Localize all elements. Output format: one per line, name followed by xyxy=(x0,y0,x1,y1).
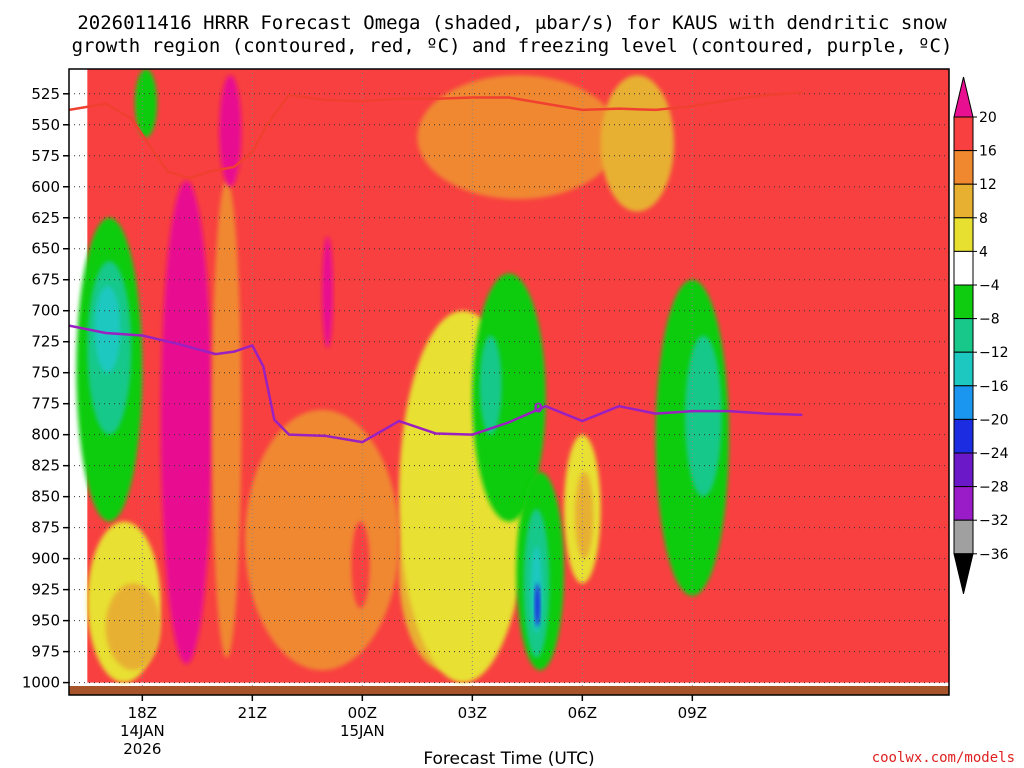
colorbar-label-1: 16 xyxy=(979,144,997,160)
omega-region-14 xyxy=(600,75,674,212)
colorbar-label-8: −16 xyxy=(979,379,1009,395)
colorbar-box-10 xyxy=(953,452,974,488)
ytick-label-600: 600 xyxy=(31,178,60,196)
omega-region-7 xyxy=(322,236,333,348)
ytick-label-575: 575 xyxy=(31,147,60,165)
omega-region-19 xyxy=(94,285,121,373)
contour-line-1 xyxy=(69,324,803,444)
ytick-label-675: 675 xyxy=(31,271,60,289)
omega-region-16 xyxy=(575,471,594,559)
x-axis-label: Forecast Time (UTC) xyxy=(423,749,594,768)
omega-region-28 xyxy=(685,335,722,497)
colorbar-box-6 xyxy=(953,318,974,353)
ytick-label-975: 975 xyxy=(31,643,60,661)
xtick-label-21Z: 21Z xyxy=(238,704,267,722)
ytick-label-925: 925 xyxy=(31,581,60,599)
colorbar-box-11 xyxy=(953,486,974,521)
colorbar-box-12 xyxy=(953,519,974,555)
omega-region-9 xyxy=(351,521,370,609)
y-axis: 525 550 575 600 625 650 675 700 725 750 775 800 825 8… xyxy=(22,85,69,692)
xtick-label-09Z: 09Z xyxy=(678,704,707,722)
freezing-level-label: 0 xyxy=(534,401,543,416)
ytick-label-550: 550 xyxy=(31,116,60,134)
ytick-label-950: 950 xyxy=(31,612,60,630)
omega-region-5 xyxy=(219,75,242,187)
credit-text: coolwx.com/models xyxy=(872,750,1015,766)
chart-title-line2: growth region (contoured, red, ºC) and f… xyxy=(72,35,953,57)
omega-region-13 xyxy=(417,75,619,200)
colorbar-label-9: −20 xyxy=(979,412,1009,428)
colorbar-label-0: 20 xyxy=(979,110,997,126)
colorbar-box-5 xyxy=(953,284,974,320)
colorbar-label-11: −28 xyxy=(979,480,1009,496)
colorbar-label-5: −4 xyxy=(979,278,1000,294)
xtick-label-06Z: 06Z xyxy=(568,704,597,722)
colorbar-box-3 xyxy=(953,217,974,252)
colorbar-box-2 xyxy=(953,183,974,219)
omega-region-22 xyxy=(479,335,502,435)
colorbar-label-4: 4 xyxy=(979,244,988,260)
ytick-label-750: 750 xyxy=(31,364,60,382)
colorbar-label-10: −24 xyxy=(979,446,1009,462)
omega-shading xyxy=(76,69,949,683)
ytick-label-700: 700 xyxy=(31,302,60,320)
ytick-label-800: 800 xyxy=(31,426,60,444)
ytick-label-725: 725 xyxy=(31,333,60,351)
chart-title-line1: 2026011416 HRRR Forecast Omega (shaded, … xyxy=(77,12,947,34)
ytick-label-525: 525 xyxy=(31,85,60,103)
contour-lines: 0 xyxy=(69,91,803,444)
colorbar-box-8 xyxy=(953,385,974,420)
omega-region-6 xyxy=(252,112,333,435)
xtick-label-03Z: 03Z xyxy=(458,704,487,722)
plot-frame xyxy=(68,68,950,696)
colorbar-legend: 20 16 12 8 4 −4 −8 −12 −16 −20 −24 −28 −32 −36 xyxy=(953,76,1009,594)
xtick-date-18Z: 14JAN xyxy=(120,722,165,740)
ytick-label-850: 850 xyxy=(31,488,60,506)
colorbar-box-1 xyxy=(953,150,974,185)
colorbar-label-6: −8 xyxy=(979,312,1000,328)
ytick-label-1000: 1000 xyxy=(22,674,60,692)
colorbar-label-7: −12 xyxy=(979,345,1009,361)
colorbar-top-arrow xyxy=(953,76,974,118)
colorbar-box-4 xyxy=(953,250,974,286)
xtick-year-18Z: 2026 xyxy=(123,740,161,758)
xtick-label-00Z: 00Z xyxy=(348,704,377,722)
colorbar-label-12: −32 xyxy=(979,513,1009,529)
xtick-date-00Z: 15JAN xyxy=(340,722,385,740)
colorbar-label-13: −36 xyxy=(979,547,1009,563)
colorbar-box-9 xyxy=(953,418,974,454)
omega-region-3 xyxy=(160,180,212,665)
ytick-label-625: 625 xyxy=(31,209,60,227)
ytick-label-775: 775 xyxy=(31,395,60,413)
ytick-label-825: 825 xyxy=(31,457,60,475)
colorbar-bottom-arrow xyxy=(953,553,974,594)
omega-region-26 xyxy=(534,583,541,627)
colorbar-label-2: 12 xyxy=(979,177,997,193)
omega-region-20 xyxy=(135,69,157,138)
colorbar-label-3: 8 xyxy=(979,211,988,227)
omega-region-4 xyxy=(212,180,242,658)
colorbar-box-7 xyxy=(953,351,974,387)
grid-lines xyxy=(69,69,949,695)
omega-region-2 xyxy=(105,583,161,671)
contour-line-0 xyxy=(69,91,803,180)
ytick-label-875: 875 xyxy=(31,519,60,537)
omega-region-8 xyxy=(245,409,399,671)
surface-band xyxy=(69,686,949,695)
colorbar-box-0 xyxy=(953,116,974,152)
xtick-label-18Z: 18Z xyxy=(128,704,157,722)
ytick-label-650: 650 xyxy=(31,240,60,258)
ytick-label-900: 900 xyxy=(31,550,60,568)
